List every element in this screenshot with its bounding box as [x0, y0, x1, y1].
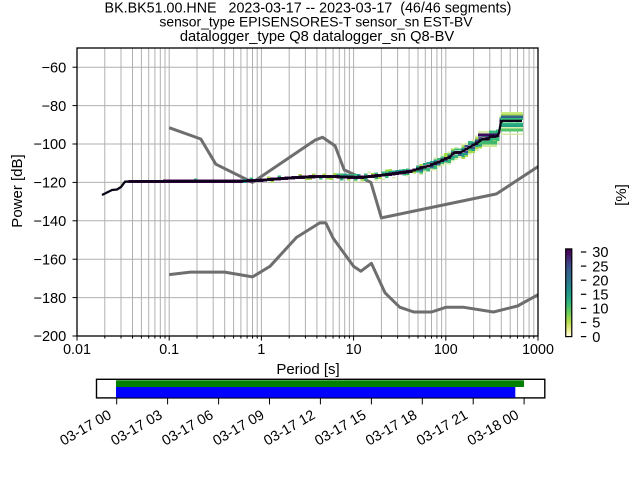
svg-text:BK.BK51.00.HNE 2023-03-17 --: BK.BK51.00.HNE 2023-03-17 -- 2023-03-17 … — [105, 0, 512, 16]
svg-text:datalogger_type Q8 datalogger_: datalogger_type Q8 datalogger_sn Q8-BV — [180, 29, 455, 45]
svg-text:100: 100 — [434, 342, 458, 358]
svg-text:10: 10 — [346, 342, 362, 358]
svg-text:−100: −100 — [33, 137, 66, 153]
svg-text:20: 20 — [592, 273, 608, 289]
svg-text:25: 25 — [592, 259, 608, 275]
svg-text:−80: −80 — [42, 99, 67, 115]
svg-text:15: 15 — [592, 288, 608, 304]
svg-text:Power [dB]: Power [dB] — [9, 154, 26, 227]
svg-text:1000: 1000 — [522, 342, 554, 358]
svg-text:sensor_type EPISENSORES-T sens: sensor_type EPISENSORES-T sensor_sn EST-… — [159, 14, 473, 30]
svg-text:0.1: 0.1 — [159, 342, 179, 358]
svg-text:1: 1 — [257, 342, 265, 358]
svg-text:5: 5 — [592, 316, 600, 332]
svg-text:0.01: 0.01 — [63, 342, 91, 358]
svg-text:10: 10 — [592, 302, 608, 318]
svg-text:30: 30 — [592, 245, 608, 261]
svg-text:Period [s]: Period [s] — [276, 361, 339, 378]
svg-text:0: 0 — [592, 330, 600, 346]
svg-text:−60: −60 — [42, 60, 67, 76]
svg-text:−180: −180 — [33, 291, 66, 307]
svg-text:−200: −200 — [33, 329, 66, 345]
svg-text:−160: −160 — [33, 252, 66, 268]
svg-text:−120: −120 — [33, 176, 66, 192]
svg-text:[%]: [%] — [613, 184, 630, 206]
svg-text:−140: −140 — [33, 214, 66, 230]
